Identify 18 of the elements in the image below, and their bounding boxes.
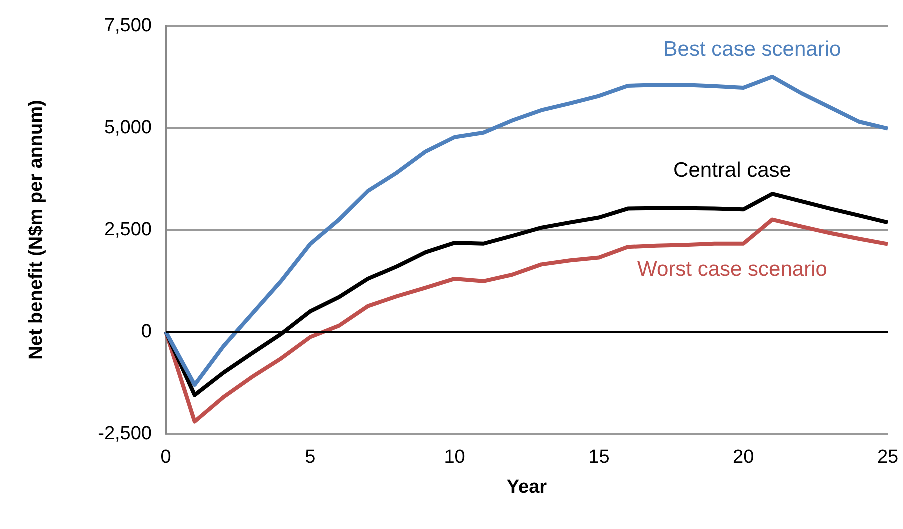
y-axis-title: Net benefit (N$m per annum) [26, 100, 47, 360]
y-tick-label: 5,000 [104, 118, 152, 138]
series-label: Central case [674, 159, 792, 182]
x-tick-label: 15 [588, 447, 610, 468]
x-tick-label: 25 [877, 447, 899, 468]
x-tick-label: 10 [444, 447, 466, 468]
y-tick-label: -2,500 [98, 424, 152, 444]
line-series [164, 75, 890, 388]
x-tick-label: 0 [160, 447, 172, 468]
series-label: Best case scenario [664, 38, 842, 61]
series-label: Worst case scenario [638, 258, 828, 281]
y-tick-label: 2,500 [104, 220, 152, 240]
y-tick-label: 0 [141, 322, 152, 342]
x-tick-label: 20 [733, 447, 754, 468]
x-axis-title: Year [506, 477, 548, 498]
line-series [164, 218, 890, 424]
y-tick-label: 7,500 [104, 16, 152, 36]
x-tick-label: 5 [305, 447, 316, 468]
